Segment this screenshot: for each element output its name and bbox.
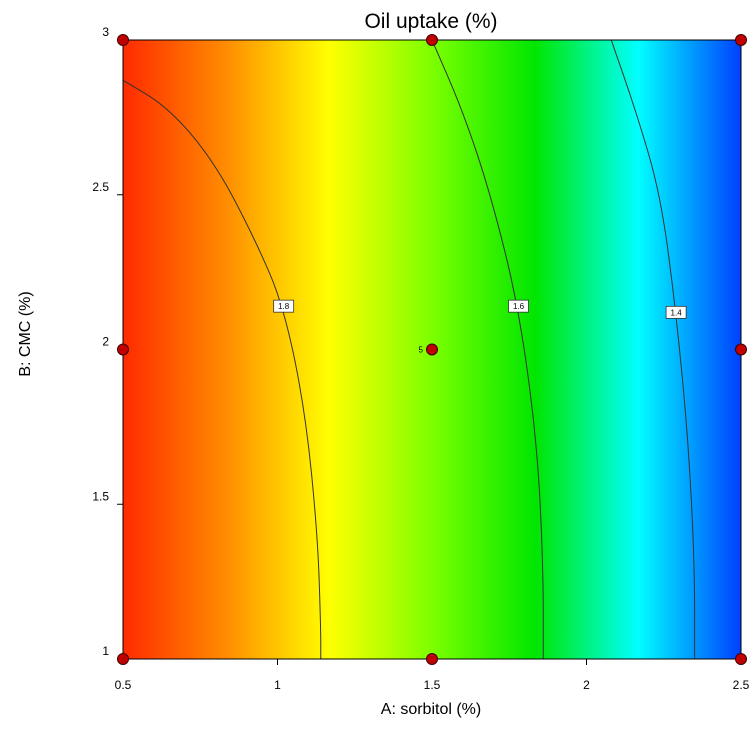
y-tick-label: 2 [102,335,109,349]
contour-label-text: 1.4 [671,308,683,317]
design-point [117,343,129,356]
contour-label-2: 1.4 [665,305,687,319]
x-axis-ticks: 0.5 1 1.5 2 2.5 [115,659,750,692]
y-tick-label: 2.5 [92,180,109,194]
contour-label-box [273,299,295,313]
contour-label-text: 1.6 [513,302,525,311]
contour-lines [123,40,696,659]
design-point [117,34,129,46]
contour-line-1 [431,40,544,659]
x-axis-label: A: sorbitol (%) [381,701,481,718]
design-point [426,343,438,356]
y-tick-label: 1 [102,644,109,658]
design-point [426,34,438,46]
contour-label-box [665,305,687,319]
contour-labels: 1.8 1.6 1.4 [273,299,687,319]
contour-label-0: 1.8 [273,299,295,313]
chart-title: Oil uptake (%) [364,10,497,33]
contour-label-box [508,299,529,313]
design-point [735,653,747,665]
contour-label-text: 1.8 [278,302,290,311]
contour-label-1: 1.6 [508,299,529,313]
y-tick-label: 3 [102,25,109,39]
design-point-label: 5 [419,346,424,355]
contour-line-0 [123,79,322,659]
design-point [117,653,129,665]
x-tick-label: 0.5 [115,678,132,692]
x-tick-label: 2.5 [733,678,750,692]
y-axis-ticks: 1 1.5 2 2.5 3 [92,25,123,660]
y-tick-label: 1.5 [92,489,109,503]
x-tick-label: 2 [583,678,590,692]
design-points: 5 [117,34,747,665]
design-point [426,653,438,665]
design-point [735,343,747,356]
contour-line-2 [610,40,696,659]
design-point [735,34,747,46]
x-tick-label: 1.5 [424,678,441,692]
y-axis-label: B: CMC (%) [17,291,34,376]
x-tick-label: 1 [274,678,281,692]
